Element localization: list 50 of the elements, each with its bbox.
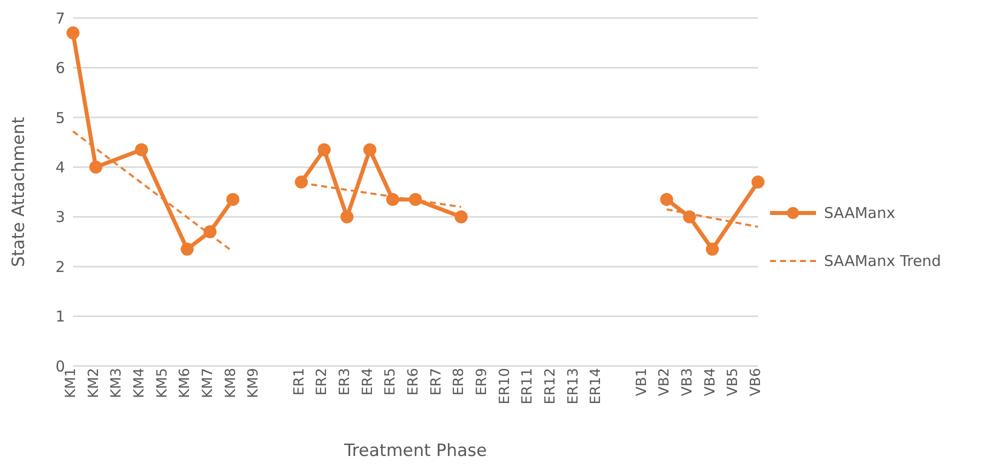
x-tick-label: KM9 xyxy=(246,368,262,398)
y-tick-label: 3 xyxy=(55,208,65,226)
y-tick-label: 2 xyxy=(55,258,65,276)
x-tick-label: VB6 xyxy=(748,368,764,396)
x-tick-label: ER5 xyxy=(382,368,399,396)
point xyxy=(226,192,240,206)
x-tick-label: KM8 xyxy=(222,368,239,398)
x-tick-label: ER13 xyxy=(565,368,582,404)
x-tick-label: KM4 xyxy=(131,368,148,398)
point xyxy=(706,242,719,256)
point xyxy=(66,26,80,40)
x-tick-label: VB2 xyxy=(656,368,673,396)
x-tick-label: ER3 xyxy=(336,368,353,396)
point xyxy=(89,160,102,174)
x-tick-label: KM6 xyxy=(177,368,194,398)
x-tick-label: ER6 xyxy=(405,368,422,396)
x-tick-label: KM1 xyxy=(62,368,79,398)
x-tick-label: ER14 xyxy=(588,368,604,404)
y-tick-label: 6 xyxy=(55,59,65,78)
x-tick-label: ER8 xyxy=(451,368,468,396)
x-tick-label: ER10 xyxy=(496,368,513,404)
x-tick-label: KM5 xyxy=(154,368,170,398)
y-axis-title: State Attachment xyxy=(9,116,30,268)
y-tick-label: 5 xyxy=(55,108,65,127)
x-tick-label: VB1 xyxy=(634,368,650,396)
y-tick-label: 1 xyxy=(55,308,65,326)
x-tick-label: KM2 xyxy=(86,368,102,398)
x-tick-label: VB3 xyxy=(679,368,696,396)
point xyxy=(135,143,148,156)
legend-label: SAAManx xyxy=(824,204,896,222)
x-tick-label: KM3 xyxy=(108,368,125,398)
point xyxy=(180,242,194,256)
point xyxy=(752,176,764,189)
y-tick-label: 7 xyxy=(55,9,65,28)
point xyxy=(204,225,216,238)
x-tick-label: ER1 xyxy=(291,368,308,396)
x-tick-label: VB4 xyxy=(702,368,718,396)
legend-label: SAAManx Trend xyxy=(824,252,942,270)
x-tick-label: KM7 xyxy=(200,368,216,398)
x-tick-label: ER11 xyxy=(520,368,536,404)
x-tick-label: ER12 xyxy=(542,368,558,404)
point xyxy=(660,192,674,206)
x-tick-label: ER4 xyxy=(360,368,376,396)
y-tick-label: 4 xyxy=(55,158,65,176)
x-tick-label: ER9 xyxy=(474,368,490,396)
x-axis-title: Treatment Phase xyxy=(343,441,487,461)
x-tick-label: ER7 xyxy=(428,368,444,396)
y-tick-label: 0 xyxy=(55,357,65,376)
x-tick-label: ER2 xyxy=(314,368,330,396)
x-tick-label: VB5 xyxy=(725,368,742,396)
